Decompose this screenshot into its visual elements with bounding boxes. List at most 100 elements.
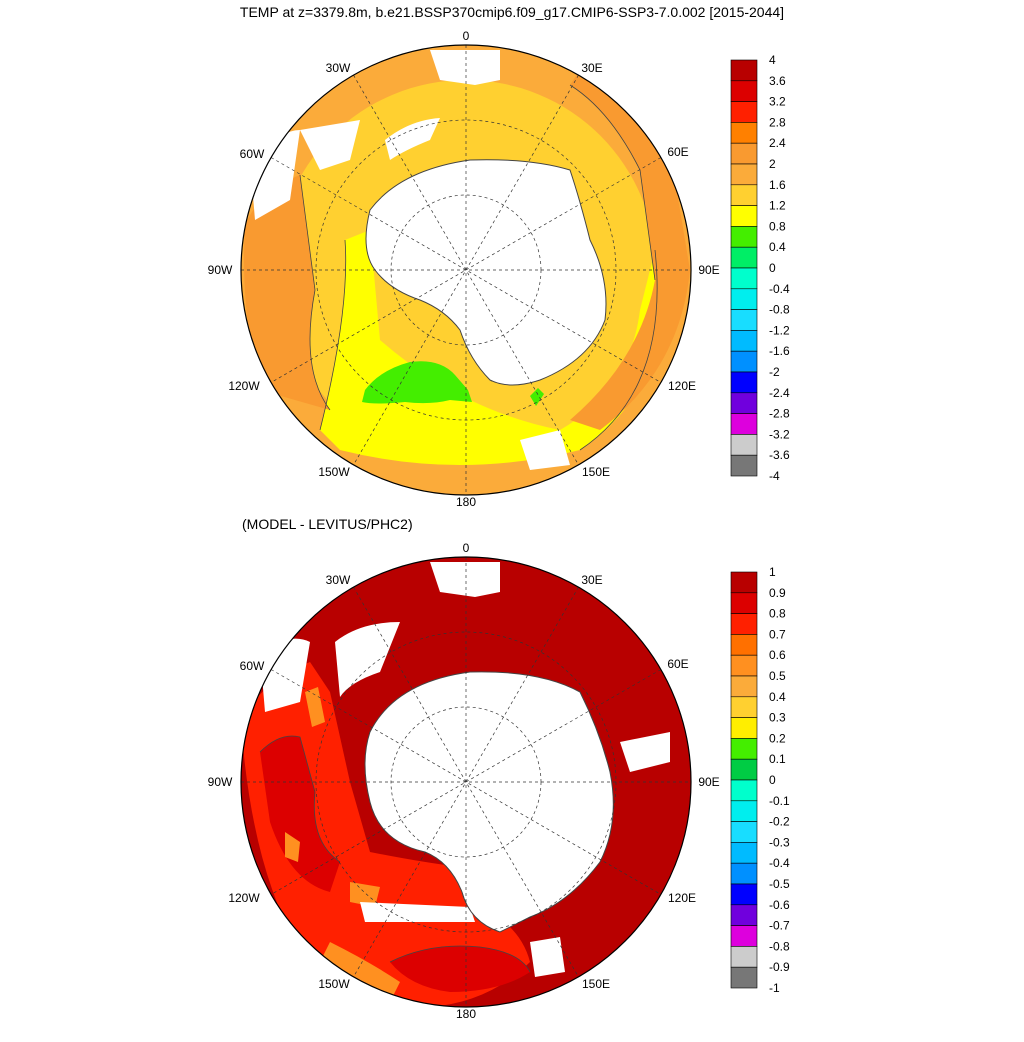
- bottom-coastline: [364, 671, 614, 933]
- top-colorbar-label: -0.8: [769, 303, 790, 317]
- top-colorbar-label: 3.6: [769, 74, 786, 88]
- bottom-land-patch-5: [530, 937, 565, 977]
- bottom-colorbar-box: [730, 821, 758, 843]
- top-colorbar-label: -3.6: [769, 448, 790, 462]
- top-contour-2: [299, 84, 656, 411]
- top-colorbar-label: 0.4: [769, 240, 786, 254]
- bottom-contour-2: [389, 945, 531, 973]
- bottom-colorbar-label: 0.2: [769, 731, 786, 745]
- top-colorbar-box: [730, 184, 758, 206]
- top-antarctica: [366, 159, 606, 385]
- bottom-colorbar-label: -0.8: [769, 939, 790, 953]
- bottom-colorbar-box: [730, 675, 758, 698]
- top-land-patch-5: [385, 118, 440, 160]
- bottom-colorbar-label: 0.4: [769, 690, 786, 704]
- top-inner-band: [320, 230, 670, 465]
- bottom-lon-label: 30E: [581, 573, 602, 587]
- bottom-lon-label: 0: [463, 541, 470, 555]
- bottom-lon-label: 150W: [318, 977, 350, 991]
- bottom-colorbar-box: [730, 862, 758, 885]
- bottom-lon-label: 150E: [582, 977, 610, 991]
- top-colorbar-box: [730, 454, 758, 477]
- bottom-colorbar-label: 0.5: [769, 669, 786, 683]
- bottom-graticule: [241, 557, 691, 1007]
- top-colorbar-box: [730, 434, 758, 456]
- bottom-colorbar-box: [730, 717, 758, 739]
- top-lon-label: 180: [456, 495, 476, 509]
- bottom-warm-patch-4: [350, 882, 380, 907]
- top-lon-label: 150W: [318, 465, 350, 479]
- bottom-lon-labels: 0 30E 60E 90E 120E 150E 180 150W 120W 90…: [208, 541, 720, 1021]
- top-colorbar-label: -1.6: [769, 344, 790, 358]
- bottom-land-patch-3: [620, 732, 670, 772]
- top-lon-label: 30E: [581, 61, 602, 75]
- top-lon-label: 0: [463, 29, 470, 43]
- top-colorbar-label: -2.4: [769, 386, 790, 400]
- bottom-lon-label: 90E: [698, 775, 719, 789]
- top-colorbar-box: [730, 350, 758, 373]
- top-colorbar-box: [730, 205, 758, 227]
- bottom-antarctica: [365, 671, 614, 932]
- top-colorbar-box: [730, 101, 758, 123]
- bottom-colorbar-box: [730, 634, 758, 656]
- bottom-lon-label: 180: [456, 1007, 476, 1021]
- top-colorbar-box: [730, 392, 758, 414]
- top-contour-1: [319, 239, 658, 451]
- bottom-colorbar-label: 0: [769, 773, 776, 787]
- bottom-colorbar-box: [730, 925, 758, 947]
- bottom-contour-band: [260, 736, 340, 892]
- top-lon-label: 30W: [326, 61, 351, 75]
- bottom-lon-label: 90W: [208, 775, 233, 789]
- bottom-contour-band-2: [390, 946, 530, 992]
- bottom-colorbar: 1 0.9 0.8 0.7 0.6 0.5 0.4 0.3 0.2 0.1 0 -0.1 -0.2 -0.…: [730, 564, 800, 1004]
- figure-title: TEMP at z=3379.8m, b.e21.BSSP370cmip6.f0…: [239, 4, 785, 20]
- top-green-spot: [530, 388, 544, 406]
- top-colorbar-svg: 4 3.6 3.2 2.8 2.4 2 1.6 1.2 0.8 0.4 0 -0.4 -0.8 -1.2 -…: [730, 53, 790, 483]
- bottom-colorbar-box: [730, 592, 758, 614]
- bottom-colorbar-label: -0.5: [769, 877, 790, 891]
- top-colorbar-label: 2: [769, 157, 776, 171]
- bottom-colorbar-box: [730, 966, 758, 989]
- top-colorbar-label: -4: [769, 469, 780, 483]
- bottom-lon-label: 30W: [326, 573, 351, 587]
- bottom-polar-map: 0 30E 60E 90E 120E 150E 180 150W 120W 90…: [200, 522, 720, 1042]
- bottom-colorbar-label: -0.3: [769, 835, 790, 849]
- bottom-colorbar-label: -0.2: [769, 815, 790, 829]
- top-frame: [240, 44, 692, 496]
- bottom-colorbar-label: 0.9: [769, 586, 786, 600]
- bottom-colorbar-box: [730, 758, 758, 781]
- top-colorbar-box: [730, 163, 758, 186]
- top-colorbar-label: -3.2: [769, 427, 790, 441]
- top-map-svg: 0 30E 60E 90E 120E 150E 180 150W 120W 90…: [208, 29, 720, 509]
- top-colorbar-box: [730, 80, 758, 102]
- bottom-lon-label: 60E: [667, 657, 688, 671]
- bottom-colorbar-label: -0.1: [769, 794, 790, 808]
- bottom-colorbar-box: [730, 696, 758, 718]
- bottom-colorbar-label: 0.1: [769, 752, 786, 766]
- top-colorbar-label: 1.2: [769, 199, 786, 213]
- bottom-contour-1: [259, 735, 341, 863]
- bottom-colorbar-label: -1: [769, 981, 780, 995]
- bottom-colorbar-label: 0.3: [769, 711, 786, 725]
- bottom-lon-label: 120W: [228, 891, 260, 905]
- top-lon-label: 120W: [228, 379, 260, 393]
- bottom-colorbar-label: -0.7: [769, 919, 790, 933]
- bottom-land-patch-1: [430, 562, 500, 597]
- bottom-lon-label: 60W: [240, 659, 265, 673]
- bottom-colorbar-box: [730, 946, 758, 968]
- top-colorbar-box: [730, 267, 758, 290]
- top-colorbar-box: [730, 226, 758, 248]
- bottom-colorbar-label: 1: [769, 565, 776, 579]
- top-green-patch: [362, 361, 472, 404]
- top-colorbar-box: [730, 59, 758, 82]
- top-lon-label: 60E: [667, 145, 688, 159]
- bottom-colorbar-label: -0.9: [769, 960, 790, 974]
- top-colorbar-label: -2.8: [769, 407, 790, 421]
- bottom-lon-label: 120E: [668, 891, 696, 905]
- top-colorbar-label: 0.8: [769, 219, 786, 233]
- bottom-colorbar-box: [730, 883, 758, 906]
- top-colorbar-label: -2: [769, 365, 780, 379]
- bottom-colorbar-box: [730, 904, 758, 926]
- top-lon-label: 90E: [698, 263, 719, 277]
- bottom-colorbar-box: [730, 613, 758, 635]
